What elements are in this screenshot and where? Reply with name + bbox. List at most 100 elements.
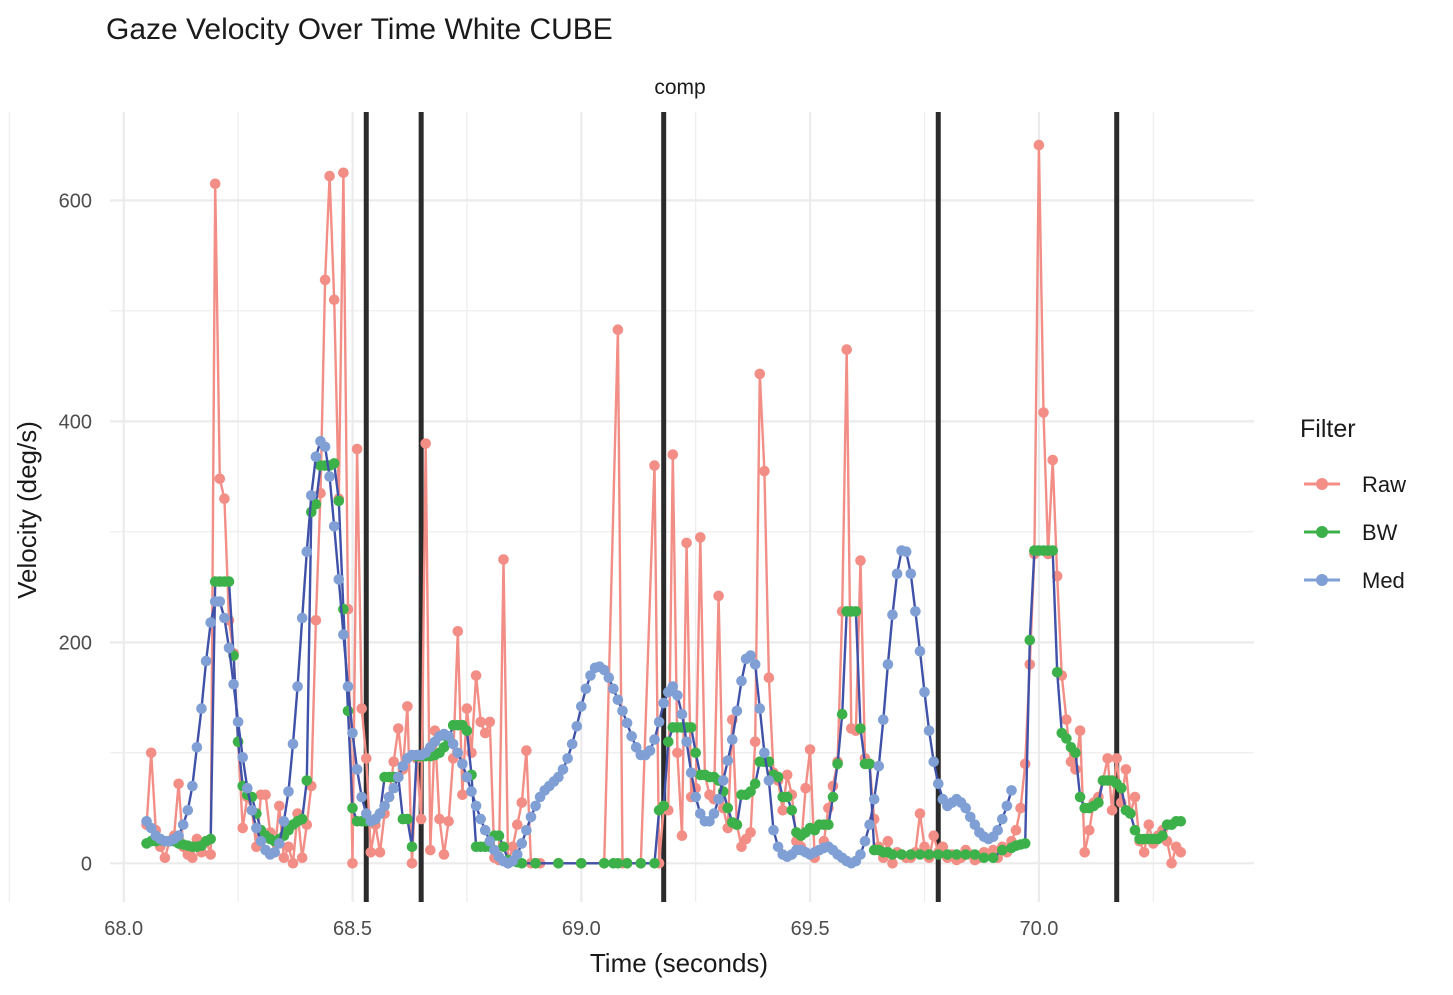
data-point-med xyxy=(251,822,262,834)
data-point-med xyxy=(882,659,894,670)
data-point-raw xyxy=(1111,753,1122,764)
data-point-med xyxy=(566,738,578,750)
data-point-med xyxy=(283,786,294,797)
data-point-med xyxy=(576,701,587,712)
data-point-raw xyxy=(1070,764,1081,775)
data-point-raw xyxy=(319,274,331,286)
data-point-bw xyxy=(338,603,349,615)
data-point-raw xyxy=(187,852,198,864)
data-point-med xyxy=(187,780,198,792)
data-point-bw xyxy=(832,758,843,770)
data-point-bw xyxy=(864,758,875,770)
data-point-med xyxy=(585,670,596,681)
data-point-raw xyxy=(804,744,816,755)
data-point-med xyxy=(855,849,866,860)
data-point-bw xyxy=(296,813,308,825)
data-point-bw xyxy=(923,849,935,860)
data-point-raw xyxy=(283,841,294,853)
data-point-med xyxy=(612,694,624,706)
data-point-bw xyxy=(690,747,701,759)
data-point-raw xyxy=(672,747,683,759)
data-point-bw xyxy=(1116,782,1127,794)
data-point-med xyxy=(933,778,944,790)
data-point-raw xyxy=(420,438,432,449)
data-point-med xyxy=(470,800,482,812)
data-point-bw xyxy=(1093,797,1104,808)
series-line-raw xyxy=(145,143,1182,865)
legend-item-bw: BW xyxy=(1304,520,1398,545)
data-point-raw xyxy=(205,849,216,860)
data-point-raw xyxy=(763,672,775,683)
legend-label: BW xyxy=(1362,520,1398,545)
data-point-bw xyxy=(978,852,990,864)
data-point-bw xyxy=(827,791,839,803)
data-point-raw xyxy=(759,465,770,477)
data-point-med xyxy=(338,629,349,640)
data-point-med xyxy=(667,681,679,692)
data-point-raw xyxy=(1038,407,1049,418)
data-point-med xyxy=(516,838,528,849)
data-point-raw xyxy=(713,590,724,602)
data-point-raw xyxy=(209,178,221,190)
data-point-raw xyxy=(361,753,372,764)
data-point-med xyxy=(388,782,400,794)
data-point-med xyxy=(232,716,244,728)
data-point-bw xyxy=(1051,666,1063,678)
data-point-med xyxy=(292,681,303,692)
data-point-med xyxy=(708,808,720,819)
data-point-med xyxy=(1006,785,1017,796)
data-point-raw xyxy=(777,805,788,816)
data-point-raw xyxy=(457,789,468,801)
data-point-raw xyxy=(1102,753,1113,764)
data-point-med xyxy=(553,771,564,783)
data-point-raw xyxy=(296,852,308,864)
data-point-med xyxy=(1001,800,1013,812)
data-point-bw xyxy=(960,849,971,860)
data-point-bw xyxy=(1175,816,1187,827)
data-point-raw xyxy=(914,808,926,819)
data-point-raw xyxy=(498,554,509,565)
x-tick-label: 68.5 xyxy=(333,918,372,940)
data-point-raw xyxy=(1061,714,1072,725)
data-point-med xyxy=(562,753,573,764)
data-point-bw xyxy=(1125,808,1136,819)
data-point-raw xyxy=(159,852,171,864)
x-tick-label: 69.0 xyxy=(562,918,601,940)
data-point-med xyxy=(466,786,477,797)
data-point-raw xyxy=(667,449,679,460)
y-tick-label: 600 xyxy=(59,190,92,212)
data-point-med xyxy=(397,760,409,772)
data-point-med xyxy=(383,791,395,803)
data-point-bw xyxy=(223,576,235,587)
y-tick-label: 200 xyxy=(59,632,92,654)
data-point-med xyxy=(296,612,308,624)
data-point-bw xyxy=(896,849,907,860)
data-point-raw xyxy=(393,723,404,734)
data-point-bw xyxy=(402,813,413,825)
data-point-raw xyxy=(928,830,939,841)
data-point-med xyxy=(205,617,216,628)
data-point-med xyxy=(525,811,537,823)
data-point-med xyxy=(878,714,889,725)
data-point-med xyxy=(722,755,734,766)
data-point-bw xyxy=(498,841,509,853)
data-point-med xyxy=(461,771,473,783)
data-point-med xyxy=(457,758,468,770)
data-point-med xyxy=(649,734,660,745)
data-point-med xyxy=(608,683,619,695)
data-point-med xyxy=(754,703,766,714)
data-point-med xyxy=(319,441,331,453)
data-point-raw xyxy=(415,813,427,825)
data-point-bw xyxy=(855,723,866,734)
data-point-med xyxy=(306,490,317,501)
data-point-med xyxy=(672,690,683,701)
data-point-med xyxy=(191,742,203,753)
data-point-bw xyxy=(1047,545,1058,556)
data-point-raw xyxy=(681,537,692,549)
data-point-raw xyxy=(1175,847,1187,858)
data-point-raw xyxy=(278,852,290,864)
data-point-med xyxy=(621,717,633,729)
data-point-med xyxy=(328,521,340,532)
data-point-raw xyxy=(937,841,949,853)
data-point-raw xyxy=(800,782,811,794)
